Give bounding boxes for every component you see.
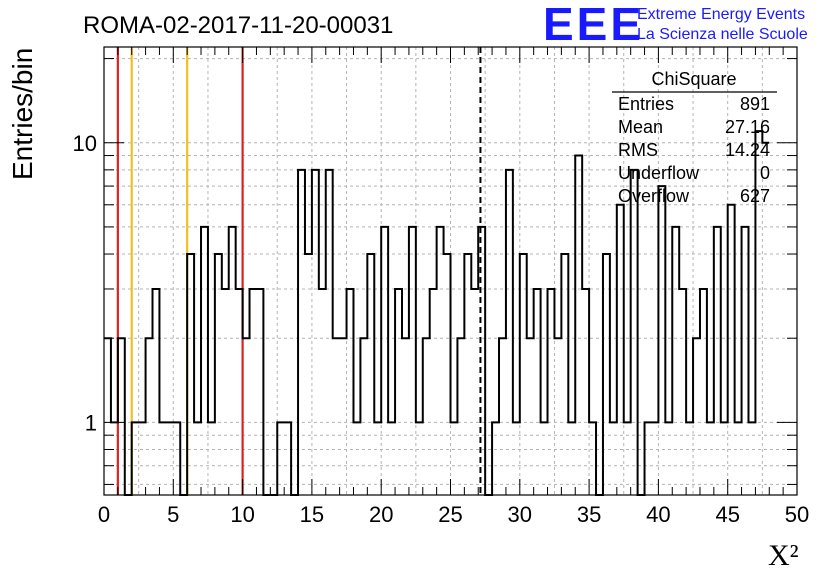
stats-value: 0 xyxy=(760,163,770,183)
x-tick-label: 50 xyxy=(785,502,809,527)
axis-ticks xyxy=(103,47,798,495)
stats-label: Overflow xyxy=(618,186,690,206)
y-tick-label: 10 xyxy=(73,131,97,156)
stats-value: 27.16 xyxy=(725,117,770,137)
x-tick-label: 5 xyxy=(167,502,179,527)
stats-value: 627 xyxy=(740,186,770,206)
stats-value: 14.24 xyxy=(725,140,770,160)
stats-value: 891 xyxy=(740,94,770,114)
histogram-outline xyxy=(104,130,770,496)
stats-label: Mean xyxy=(618,117,663,137)
y-axis-label: Entries/bin xyxy=(7,48,38,180)
y-tick-labels: 1 10 xyxy=(73,131,97,436)
x-tick-label: 15 xyxy=(300,502,324,527)
x-tick-label: 30 xyxy=(508,502,532,527)
eee-logo: EEE Extreme Energy Events La Scienza nel… xyxy=(543,0,808,50)
stats-label: Underflow xyxy=(618,163,700,183)
y-tick-label: 1 xyxy=(85,410,97,435)
x-tick-label: 25 xyxy=(438,502,462,527)
x-tick-label: 20 xyxy=(369,502,393,527)
x-tick-label: 45 xyxy=(715,502,739,527)
x-tick-labels: 0 5 10 15 20 25 30 35 40 45 50 xyxy=(98,502,809,527)
logo-line-2: La Scienza nelle Scuole xyxy=(637,26,808,43)
x-axis-label: X² xyxy=(768,539,799,572)
stats-rows: Entries 891 Mean 27.16 RMS 14.24 Underflow 0 Ove… xyxy=(618,94,770,206)
x-tick-label: 10 xyxy=(230,502,254,527)
x-tick-label: 40 xyxy=(646,502,670,527)
logo-mark: EEE xyxy=(543,0,644,50)
chart-title: ROMA-02-2017-11-20-00031 xyxy=(83,12,393,39)
stats-label: Entries xyxy=(618,94,674,114)
stats-box: ChiSquare Entries 891 Mean 27.16 RMS 14.24 Und… xyxy=(612,69,777,206)
stats-label: RMS xyxy=(618,140,658,160)
logo-line-1: Extreme Energy Events xyxy=(637,6,805,23)
x-tick-label: 35 xyxy=(577,502,601,527)
x-tick-label: 0 xyxy=(98,502,110,527)
reference-lines xyxy=(116,47,482,495)
stats-title: ChiSquare xyxy=(651,69,736,89)
